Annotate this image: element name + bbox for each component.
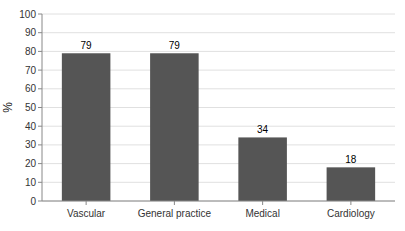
grid-line [42, 14, 395, 15]
y-axis: 0 10 20 30 40 50 60 70 80 90 100 [19, 9, 395, 207]
data-label: 79 [169, 40, 181, 51]
y-tick [38, 51, 42, 52]
x-axis-line [42, 201, 395, 202]
y-tick [38, 144, 42, 145]
y-tick [38, 14, 42, 15]
y-tick [38, 201, 42, 202]
x-tick-label: Vascular [67, 208, 106, 219]
grid-line [42, 51, 395, 52]
y-tick-label: 90 [25, 27, 37, 38]
grid-line [42, 32, 395, 33]
bar [62, 53, 111, 201]
x-tick-label: General practice [138, 208, 212, 219]
x-tick [174, 201, 175, 205]
y-tick-label: 0 [30, 196, 36, 207]
y-tick-label: 20 [25, 158, 37, 169]
bar [150, 53, 199, 201]
y-tick [38, 107, 42, 108]
y-tick [38, 163, 42, 164]
x-tick [262, 201, 263, 205]
y-tick [38, 70, 42, 71]
y-tick-label: 60 [25, 83, 37, 94]
bar [327, 167, 376, 201]
grid-line [42, 201, 395, 202]
x-tick [86, 201, 87, 205]
y-tick [38, 182, 42, 183]
x-axis: Vascular General practice Medical Cardiolog… [42, 201, 395, 219]
y-tick-label: 70 [25, 65, 37, 76]
y-tick [38, 32, 42, 33]
y-tick-label: 80 [25, 46, 37, 57]
y-tick-label: 40 [25, 121, 37, 132]
data-label: 79 [81, 40, 93, 51]
chart-container: 0 10 20 30 40 50 60 70 80 90 100% 79 79 34 18 Vascular G… [0, 0, 405, 231]
y-tick-label: 10 [25, 177, 37, 188]
bar [238, 137, 287, 201]
y-tick-label: 50 [25, 102, 37, 113]
x-tick-label: Medical [245, 208, 279, 219]
y-axis-label: % [1, 102, 15, 113]
bars [62, 53, 375, 201]
y-tick [38, 88, 42, 89]
chart-svg: 0 10 20 30 40 50 60 70 80 90 100% 79 79 34 18 Vascular G… [0, 0, 405, 231]
data-label: 34 [257, 124, 269, 135]
x-tick [350, 201, 351, 205]
y-tick-label: 100 [19, 9, 36, 20]
y-tick [38, 126, 42, 127]
data-labels: 79 79 34 18 [81, 40, 357, 165]
y-axis-line [42, 14, 43, 201]
x-tick-label: Cardiology [327, 208, 375, 219]
data-label: 18 [345, 154, 357, 165]
y-tick-label: 30 [25, 139, 37, 150]
